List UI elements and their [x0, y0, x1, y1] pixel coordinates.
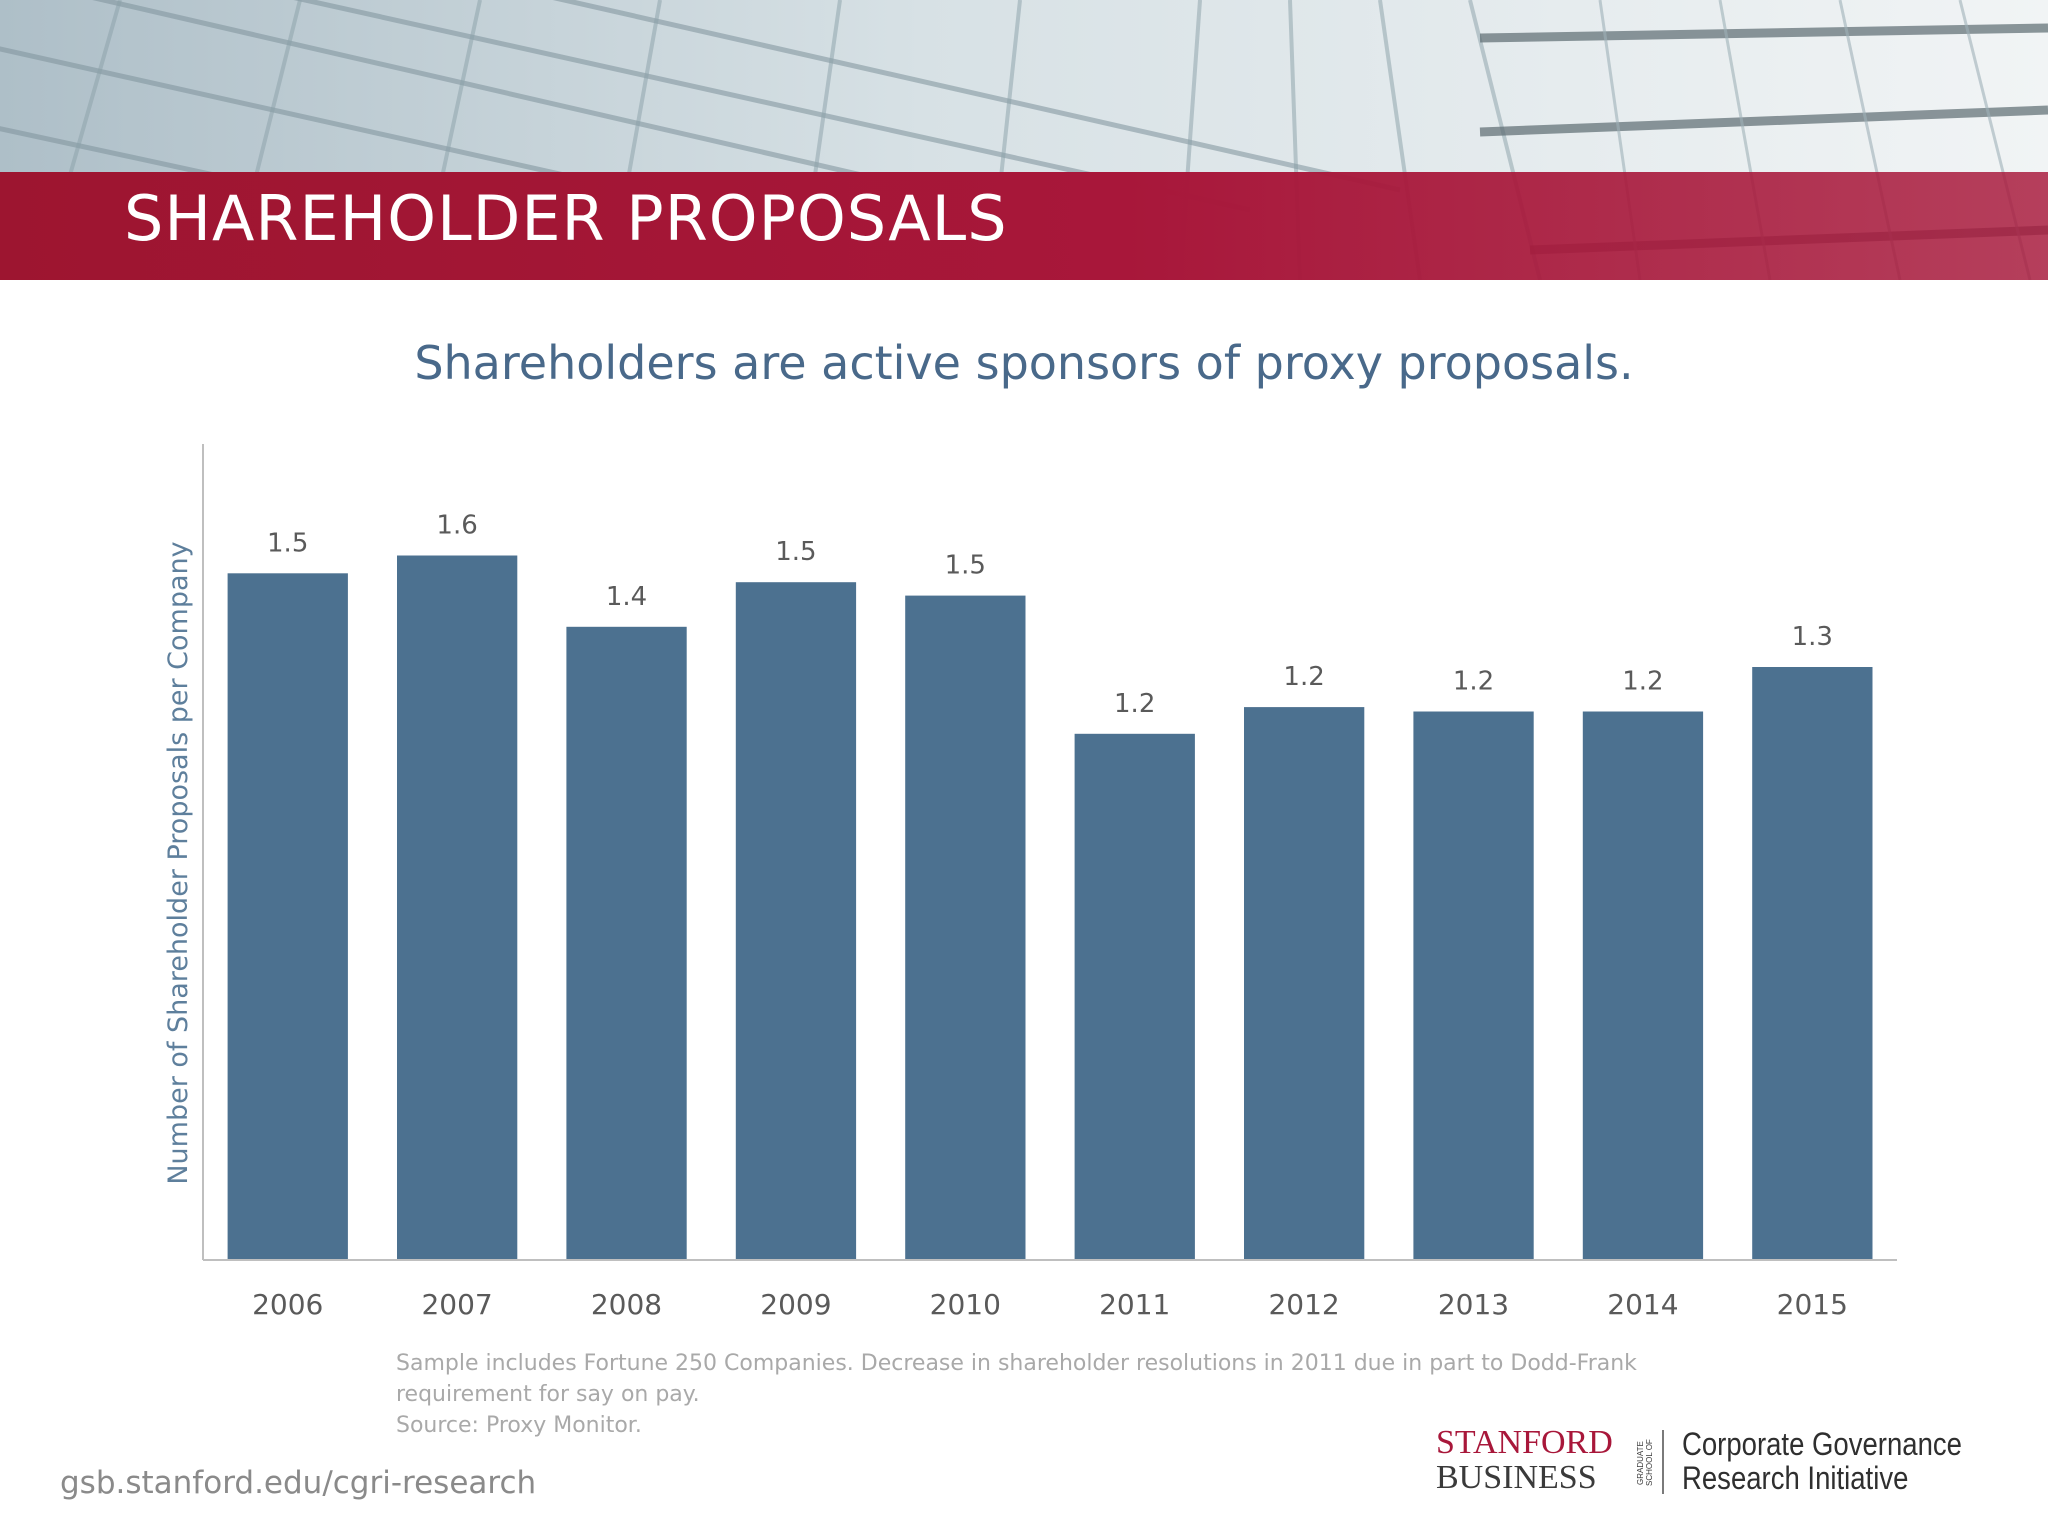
bars-layer [227, 555, 1873, 1260]
bar-2015 [1752, 667, 1873, 1260]
x-tick-labels-layer: 2006 2007 2008 2009 2010 2011 2012 2013 2014 2015 [252, 1288, 1848, 1320]
slide-title: SHAREHOLDER PROPOSALS [124, 182, 1008, 255]
value-label-2006: 1.5 [267, 528, 308, 558]
x-tick-label-2010: 2010 [930, 1288, 1001, 1320]
bar-2007 [397, 555, 518, 1260]
value-label-2007: 1.6 [436, 511, 477, 541]
header-building-photo [0, 0, 2048, 280]
bar-2006 [227, 573, 348, 1260]
value-label-2008: 1.4 [606, 582, 647, 612]
logo-stanford-text: STANFORD [1436, 1424, 1613, 1461]
y-axis-label: Number of Shareholder Proposals per Comp… [163, 541, 194, 1184]
footnote-line-3: Source: Proxy Monitor. [396, 1413, 642, 1438]
footnote-line-2: requirement for say on pay. [396, 1382, 700, 1407]
value-label-2012: 1.2 [1283, 662, 1324, 692]
value-labels-layer: 1.5 1.6 1.4 1.5 1.5 1.2 1.2 1.2 1.2 1.3 [267, 511, 1833, 719]
x-tick-label-2014: 2014 [1607, 1288, 1678, 1320]
value-label-2011: 1.2 [1114, 689, 1155, 719]
bar-2009 [735, 582, 857, 1260]
bar-2013 [1413, 711, 1534, 1260]
bar-2011 [1074, 733, 1195, 1260]
slide-subtitle: Shareholders are active sponsors of prox… [414, 336, 1634, 390]
site-url-link[interactable]: gsb.stanford.edu/cgri-research [60, 1465, 537, 1501]
logo-divider [1662, 1430, 1664, 1494]
bar-chart: Number of Shareholder Proposals per Comp… [163, 444, 1897, 1320]
bar-2008 [566, 626, 687, 1260]
x-tick-label-2015: 2015 [1777, 1288, 1848, 1320]
value-label-2009: 1.5 [775, 537, 816, 567]
stanford-gsb-cgri-logo: STANFORD BUSINESS GRADUATE SCHOOL OF Cor… [1436, 1426, 1996, 1496]
x-tick-label-2008: 2008 [591, 1288, 662, 1320]
x-tick-label-2007: 2007 [421, 1288, 492, 1320]
x-tick-label-2011: 2011 [1099, 1288, 1170, 1320]
x-tick-label-2006: 2006 [252, 1288, 323, 1320]
logo-org-line-1: Corporate Governance [1682, 1426, 1962, 1462]
logo-business-text: BUSINESS [1436, 1459, 1597, 1496]
bar-2014 [1582, 711, 1704, 1260]
x-tick-label-2009: 2009 [760, 1288, 831, 1320]
value-label-2014: 1.2 [1622, 667, 1663, 697]
x-tick-label-2013: 2013 [1438, 1288, 1509, 1320]
logo-side-label: GRADUATE SCHOOL OF [1636, 1439, 1654, 1487]
y-axis-label-group: Number of Shareholder Proposals per Comp… [163, 541, 194, 1184]
value-label-2013: 1.2 [1453, 667, 1494, 697]
footnote: Sample includes Fortune 250 Companies. D… [396, 1348, 1666, 1441]
title-band [0, 172, 2048, 280]
value-label-2015: 1.3 [1792, 622, 1833, 652]
bar-2010 [905, 595, 1026, 1260]
bar-2012 [1244, 707, 1365, 1260]
value-label-2010: 1.5 [945, 551, 986, 581]
footnote-line-1: Sample includes Fortune 250 Companies. D… [396, 1351, 1637, 1376]
logo-org-line-2: Research Initiative [1682, 1460, 1909, 1496]
x-tick-label-2012: 2012 [1268, 1288, 1339, 1320]
